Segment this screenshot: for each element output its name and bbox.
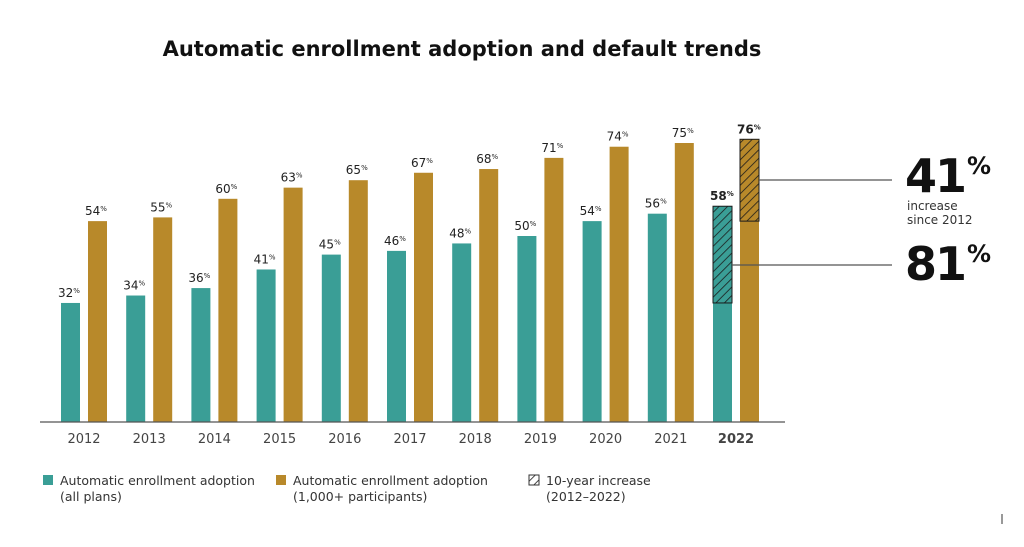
legend-label: (2012–2022)	[546, 489, 626, 504]
bar-large-plans-2016	[348, 180, 368, 422]
x-tick-label: 2022	[718, 432, 754, 447]
bar-large-plans-2013	[153, 217, 173, 422]
bar-all-plans-2020	[582, 221, 602, 422]
increase-hatch-2022	[712, 205, 733, 304]
x-tick-label: 2013	[133, 432, 166, 447]
annotation-value: 41%	[905, 149, 991, 203]
bar-large-plans-2012	[88, 221, 107, 422]
annotation-caption: since 2012	[907, 213, 973, 227]
data-label: 60%	[215, 182, 237, 196]
legend-swatch	[43, 475, 53, 485]
data-label: 36%	[188, 271, 210, 285]
data-label: 55%	[150, 200, 172, 214]
data-label: 71%	[541, 141, 563, 155]
legend-label: (1,000+ participants)	[293, 489, 427, 504]
data-label: 76%	[737, 122, 761, 136]
data-label: 54%	[85, 204, 107, 218]
bar-all-plans-2018	[452, 243, 472, 422]
data-label: 75%	[672, 126, 694, 140]
bar-all-plans-2012	[61, 302, 80, 422]
data-label: 54%	[580, 204, 602, 218]
bar-large-plans-2019	[544, 157, 564, 422]
data-label: 48%	[449, 226, 471, 240]
bar-all-plans-2015	[256, 269, 276, 422]
bar-all-plans-2014	[191, 288, 211, 422]
annotation-caption: increase	[907, 199, 958, 213]
bar-large-plans-2021	[674, 143, 694, 422]
bar-all-plans-2021	[647, 213, 667, 422]
data-label: 45%	[319, 238, 341, 252]
increase-hatch-2022	[739, 138, 760, 222]
x-tick-label: 2018	[459, 432, 492, 447]
legend-label: 10-year increase	[546, 473, 651, 488]
x-tick-label: 2021	[654, 432, 687, 447]
x-tick-label: 2020	[589, 432, 622, 447]
data-label: 68%	[476, 152, 498, 166]
legend-swatch-hatch	[528, 474, 540, 486]
data-label: 50%	[514, 219, 536, 233]
data-label: 32%	[58, 286, 80, 300]
data-label: 58%	[710, 189, 734, 203]
bar-large-plans-2014	[218, 198, 238, 422]
bar-all-plans-2016	[321, 254, 341, 422]
annotation-value: 81%	[905, 237, 991, 291]
x-tick-label: 2019	[524, 432, 557, 447]
bar-all-plans-2017	[387, 250, 406, 422]
data-label: 46%	[384, 234, 406, 248]
bar-large-plans-2017	[414, 172, 433, 422]
x-tick-label: 2014	[198, 432, 231, 447]
data-label: 74%	[607, 130, 629, 144]
x-tick-label: 2012	[67, 432, 100, 447]
bar-all-plans-2019	[517, 236, 537, 422]
data-label: 67%	[411, 156, 433, 170]
x-tick-label: 2015	[263, 432, 296, 447]
legend-swatch	[276, 475, 286, 485]
x-tick-label: 2016	[328, 432, 361, 447]
bar-large-plans-2020	[609, 146, 629, 422]
data-label: 56%	[645, 197, 667, 211]
x-tick-label: 2017	[393, 432, 426, 447]
data-label: 65%	[346, 163, 368, 177]
legend-label: Automatic enrollment adoption	[293, 473, 488, 488]
data-label: 41%	[254, 252, 276, 266]
bar-large-plans-2018	[479, 169, 499, 422]
bar-all-plans-2013	[126, 295, 146, 422]
legend-label: Automatic enrollment adoption	[60, 473, 255, 488]
data-label: 34%	[123, 279, 145, 293]
legend-label: (all plans)	[60, 489, 122, 504]
chart-title: Automatic enrollment adoption and defaul…	[163, 37, 762, 61]
bar-large-plans-2015	[283, 187, 303, 422]
data-label: 63%	[281, 171, 303, 185]
